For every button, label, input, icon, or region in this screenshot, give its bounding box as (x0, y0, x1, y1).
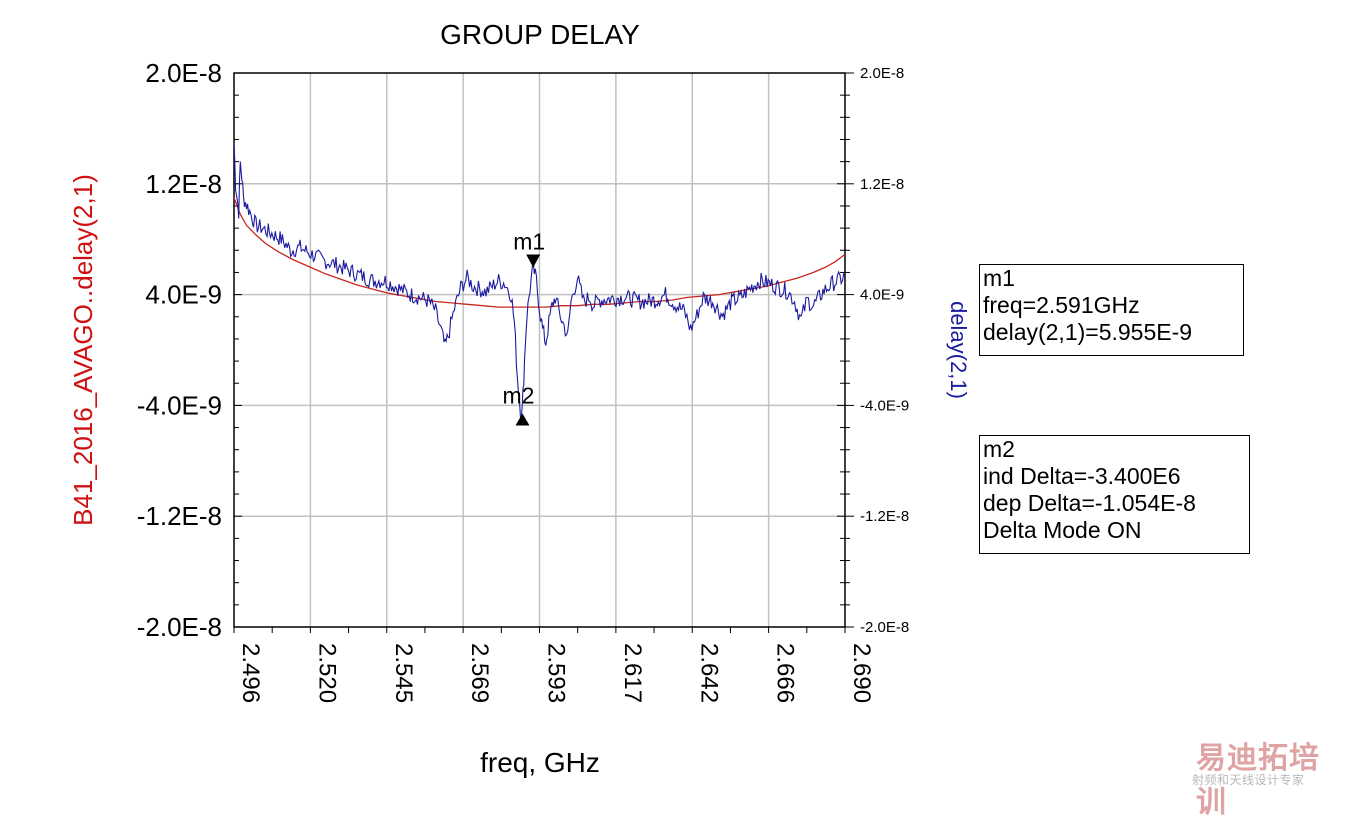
y-right-tick-label: 1.2E-8 (860, 176, 904, 193)
y-left-tick-label: 1.2E-8 (145, 169, 222, 199)
watermark-sub-text: 射频和天线设计专家 (1192, 773, 1305, 787)
marker-m2-title: m2 (983, 436, 1015, 462)
marker-layer: m1 m2 (502, 229, 545, 426)
x-tick-label: 2.617 (619, 643, 646, 703)
x-tick-label: 2.666 (772, 643, 799, 703)
marker-m1-delay: delay(2,1)=5.955E-9 (983, 319, 1193, 345)
x-tick-label: 2.569 (466, 643, 493, 703)
y-left-tick-label: 4.0E-9 (145, 280, 222, 310)
x-axis-label: freq, GHz (480, 747, 600, 778)
y-left-axis-label: B41_2016_AVAGO..delay(2,1) (68, 174, 98, 526)
minor-ticks (233, 72, 854, 633)
marker-m1-readout: m1 freq=2.591GHz delay(2,1)=5.955E-9 (979, 264, 1244, 356)
y-left-tick-label: -2.0E-8 (137, 612, 222, 642)
plot-frame (233, 72, 846, 628)
chart-title: GROUP DELAY (440, 19, 640, 50)
series-layer (233, 142, 846, 421)
x-tick-label: 2.690 (848, 643, 875, 703)
x-tick-label: 2.496 (237, 643, 264, 703)
x-tick-label: 2.642 (695, 643, 722, 703)
grid-lines (234, 73, 845, 627)
y-right-tick-labels: 2.0E-8 1.2E-8 4.0E-9 -4.0E-9 -1.2E-8 -2.0E-8 (860, 65, 909, 636)
marker-m1-title: m1 (983, 265, 1015, 291)
group-delay-chart: GROUP DELAY m1 m2 2.496 2.520 2.545 2.569 2.5… (68, 19, 971, 778)
y-right-tick-label: -1.2E-8 (860, 508, 909, 525)
y-right-tick-label: -4.0E-9 (860, 397, 909, 414)
y-left-tick-label: -4.0E-9 (137, 390, 222, 420)
marker-m2-label: m2 (502, 383, 534, 409)
x-tick-label: 2.520 (313, 643, 340, 703)
y-left-tick-label: -1.2E-8 (137, 501, 222, 531)
marker-m2-readout: m2 ind Delta=-3.400E6 dep Delta=-1.054E-… (979, 435, 1250, 554)
marker-m2-delta-mode: Delta Mode ON (983, 517, 1142, 543)
series-line-blue (233, 142, 846, 421)
y-right-tick-label: 2.0E-8 (860, 65, 904, 82)
marker-m1-triangle (526, 254, 541, 268)
y-right-tick-label: -2.0E-8 (860, 619, 909, 636)
marker-m1-freq: freq=2.591GHz (983, 292, 1140, 318)
y-right-axis-label: delay(2,1) (946, 301, 971, 399)
x-tick-labels: 2.496 2.520 2.545 2.569 2.593 2.617 2.642 2.666… (237, 643, 875, 703)
y-left-tick-label: 2.0E-8 (145, 58, 222, 88)
y-right-tick-label: 4.0E-9 (860, 287, 904, 304)
marker-m2-triangle (515, 413, 530, 426)
marker-m2-dep-delta: dep Delta=-1.054E-8 (983, 490, 1196, 516)
watermark-logo: 易迪拓培训 射频和天线设计专家 (1188, 733, 1348, 820)
x-tick-label: 2.545 (390, 643, 417, 703)
y-left-tick-labels: 2.0E-8 1.2E-8 4.0E-9 -4.0E-9 -1.2E-8 -2.0E-8 (137, 58, 222, 642)
marker-m2-ind-delta: ind Delta=-3.400E6 (983, 463, 1181, 489)
x-tick-label: 2.593 (543, 643, 570, 703)
marker-m1-label: m1 (513, 229, 545, 255)
